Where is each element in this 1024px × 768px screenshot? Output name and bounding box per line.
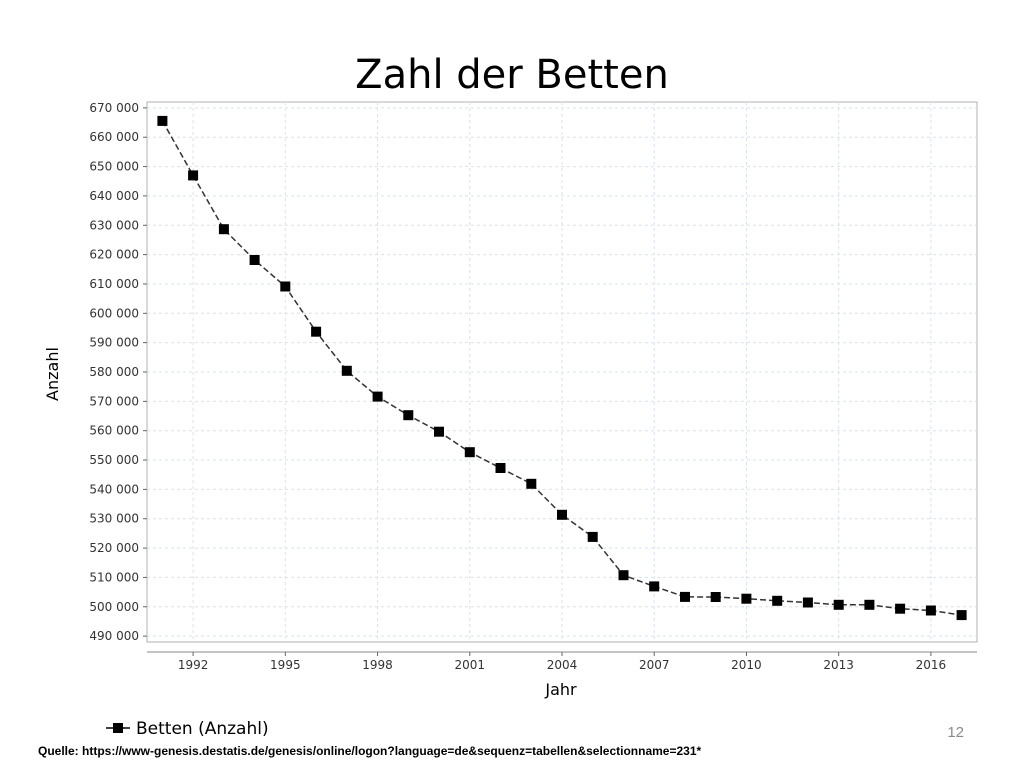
y-axis-ticks: 490 000 500 000 510 000 520 000 530 000 540 0… bbox=[89, 101, 147, 643]
page-number: 12 bbox=[947, 724, 964, 741]
y-tick-label: 570 000 bbox=[89, 394, 139, 408]
data-point-marker bbox=[741, 593, 752, 604]
data-point-marker bbox=[403, 410, 414, 421]
data-point-marker bbox=[833, 599, 844, 610]
y-tick-label: 550 000 bbox=[89, 453, 139, 467]
data-point-marker bbox=[188, 170, 199, 181]
data-point-marker bbox=[249, 255, 260, 265]
data-point-marker bbox=[587, 531, 598, 542]
data-point-marker bbox=[618, 570, 629, 581]
data-point-marker bbox=[772, 595, 783, 606]
data-point-marker bbox=[341, 365, 352, 376]
data-point-marker bbox=[280, 281, 291, 292]
legend-label: Betten (Anzahl) bbox=[136, 719, 269, 739]
y-tick-label: 660 000 bbox=[89, 130, 139, 144]
data-point-marker bbox=[434, 426, 444, 437]
y-tick-label: 650 000 bbox=[89, 160, 139, 174]
data-point-marker bbox=[157, 115, 168, 126]
y-tick-label: 500 000 bbox=[89, 600, 139, 614]
series-betten bbox=[157, 115, 967, 621]
data-point-marker bbox=[925, 605, 936, 616]
y-tick-label: 640 000 bbox=[89, 189, 139, 203]
data-point-marker bbox=[956, 610, 967, 621]
y-tick-label: 630 000 bbox=[89, 218, 139, 232]
data-point-marker bbox=[557, 509, 567, 520]
data-point-marker bbox=[464, 447, 475, 458]
data-point-marker bbox=[649, 581, 660, 592]
x-axis-ticks: 1992 1995 1998 2001 2004 2007 2010 2013 2016 bbox=[178, 652, 946, 672]
source-note: Quelle: https://www-genesis.destatis.de/… bbox=[38, 744, 702, 758]
y-axis-title: Anzahl bbox=[43, 347, 62, 401]
slide-title: Zahl der Betten bbox=[355, 52, 669, 98]
y-tick-label: 560 000 bbox=[89, 424, 139, 438]
data-point-marker bbox=[895, 603, 906, 614]
y-tick-label: 490 000 bbox=[89, 629, 139, 643]
y-tick-label: 580 000 bbox=[89, 365, 139, 379]
data-point-marker bbox=[526, 478, 537, 489]
data-point-marker bbox=[218, 224, 229, 235]
x-tick-label: 2010 bbox=[731, 658, 762, 672]
y-tick-label: 620 000 bbox=[89, 248, 139, 262]
grid-lines bbox=[147, 102, 977, 642]
data-point-marker bbox=[802, 597, 813, 608]
data-point-marker bbox=[372, 391, 383, 402]
y-tick-label: 510 000 bbox=[89, 570, 139, 584]
y-tick-label: 670 000 bbox=[89, 101, 139, 115]
legend-square-icon bbox=[113, 723, 123, 733]
x-tick-label: 1995 bbox=[270, 658, 301, 672]
data-point-marker bbox=[680, 591, 690, 602]
data-point-marker bbox=[495, 463, 506, 473]
y-tick-label: 520 000 bbox=[89, 541, 139, 555]
data-point-marker bbox=[864, 599, 875, 610]
x-tick-label: 1998 bbox=[362, 658, 393, 672]
y-tick-label: 530 000 bbox=[89, 512, 139, 526]
x-tick-label: 2007 bbox=[639, 658, 670, 672]
series-line bbox=[161, 120, 962, 616]
data-point-marker bbox=[710, 592, 721, 602]
x-tick-label: 2013 bbox=[823, 658, 854, 672]
x-axis-title: Jahr bbox=[544, 680, 577, 699]
y-tick-label: 590 000 bbox=[89, 336, 139, 350]
y-tick-label: 540 000 bbox=[89, 482, 139, 496]
x-tick-label: 2016 bbox=[916, 658, 947, 672]
y-tick-label: 610 000 bbox=[89, 277, 139, 291]
y-tick-label: 600 000 bbox=[89, 306, 139, 320]
x-tick-label: 1992 bbox=[178, 658, 209, 672]
x-tick-label: 2001 bbox=[455, 658, 486, 672]
legend: Betten (Anzahl) bbox=[106, 719, 269, 739]
data-point-marker bbox=[311, 326, 322, 337]
x-tick-label: 2004 bbox=[547, 658, 578, 672]
